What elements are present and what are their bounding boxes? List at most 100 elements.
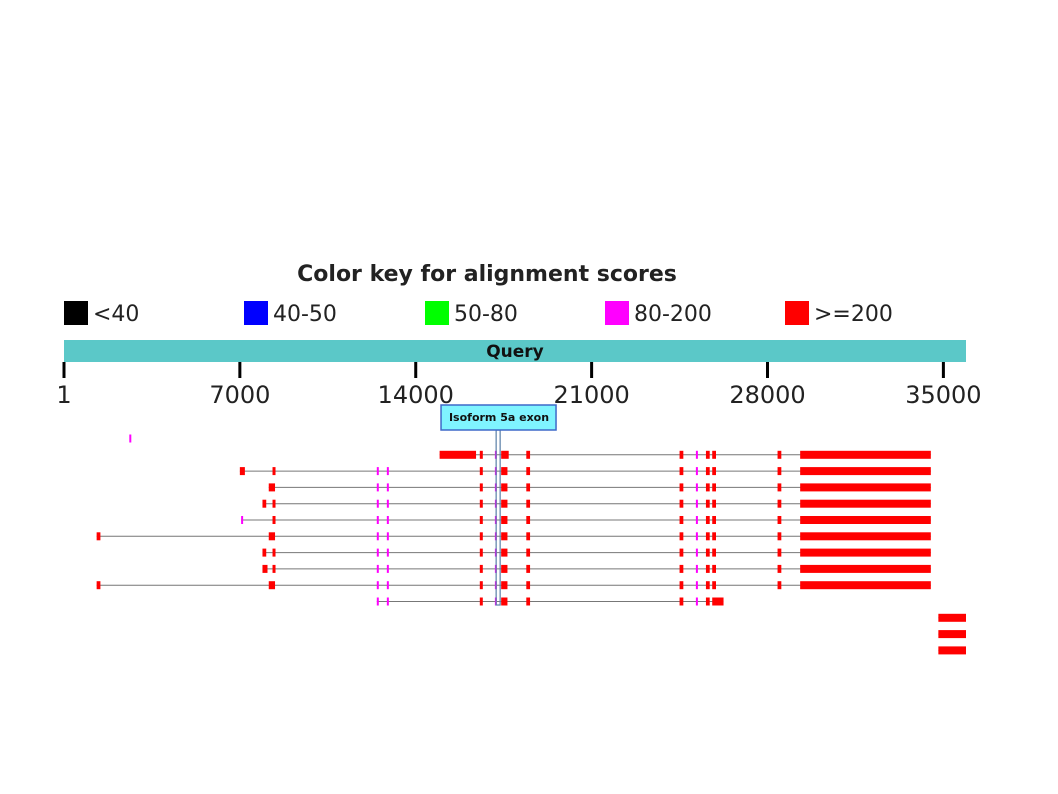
hit-segment xyxy=(679,483,684,492)
hit-segment xyxy=(376,597,379,606)
axis-tick xyxy=(941,362,945,378)
hit-segment xyxy=(501,499,508,508)
hit-segment xyxy=(777,548,782,557)
hit-segment xyxy=(695,532,698,541)
hit-segment xyxy=(479,516,483,524)
hit-segment xyxy=(712,581,716,590)
hit-row xyxy=(262,548,931,557)
hit-row xyxy=(96,532,931,541)
hit-segment xyxy=(526,548,531,557)
annotation-box xyxy=(440,404,557,431)
axis-tick-label: 35000 xyxy=(905,381,981,409)
hit-segment xyxy=(501,532,508,541)
hit-segment xyxy=(938,630,966,639)
hit-segment xyxy=(479,450,483,459)
hit-segment xyxy=(376,516,379,524)
legend-label: >=200 xyxy=(814,302,893,327)
hit-segment xyxy=(679,516,684,524)
hit-segment xyxy=(800,532,931,541)
hit-segment xyxy=(938,613,966,622)
hit-segment xyxy=(239,467,245,476)
hit-segment xyxy=(679,467,684,476)
axis-tick-label: 1 xyxy=(56,381,71,409)
hit-segment xyxy=(526,597,531,606)
hit-segment xyxy=(712,516,716,524)
hit-segment xyxy=(272,548,276,557)
isoform-annotation[interactable]: Isoform 5a exon xyxy=(440,404,557,606)
hit-segment xyxy=(705,467,710,476)
legend-label: 40-50 xyxy=(273,302,337,327)
hit-segment xyxy=(526,581,531,590)
hit-segment xyxy=(129,434,132,443)
x-axis: 1 7000 14000 21000 28000 35000 xyxy=(56,362,982,409)
hit-segment xyxy=(695,499,698,508)
hit-segment xyxy=(777,499,782,508)
hit-segment xyxy=(777,483,782,492)
hit-segment xyxy=(386,467,389,476)
legend-label: 80-200 xyxy=(634,302,712,327)
hit-segment xyxy=(479,548,483,557)
hit-segment xyxy=(705,564,710,573)
hit-segment xyxy=(705,516,710,524)
hit-segment xyxy=(679,450,684,459)
hit-segment xyxy=(501,564,508,573)
hit-row xyxy=(268,483,931,492)
hit-row xyxy=(938,630,966,639)
hit-segment xyxy=(712,483,716,492)
hit-segment xyxy=(479,597,483,606)
legend-swatch xyxy=(785,301,809,325)
hit-segment xyxy=(679,548,684,557)
hit-segment xyxy=(712,450,716,459)
hit-segment xyxy=(386,581,389,590)
hit-segment xyxy=(712,499,716,508)
legend-label: 50-80 xyxy=(454,302,518,327)
hit-segment xyxy=(526,564,531,573)
hit-segment xyxy=(376,483,379,492)
hit-segment xyxy=(712,564,716,573)
hit-segment xyxy=(777,516,782,524)
hit-segment xyxy=(705,581,710,590)
hit-segment xyxy=(479,532,483,541)
hit-segment xyxy=(526,499,531,508)
query-bar[interactable] xyxy=(64,340,966,362)
hit-segment xyxy=(679,499,684,508)
hit-segment xyxy=(386,548,389,557)
hit-segment xyxy=(376,548,379,557)
hit-segment xyxy=(679,581,684,590)
hit-segment xyxy=(777,450,782,459)
axis-tick-label: 7000 xyxy=(209,381,270,409)
axis-tick-label: 28000 xyxy=(729,381,805,409)
hit-segment xyxy=(386,483,389,492)
axis-tick xyxy=(414,362,418,378)
hit-segment xyxy=(386,499,389,508)
hit-segment xyxy=(501,483,508,492)
hit-segment xyxy=(262,548,267,557)
hit-segment xyxy=(712,548,716,557)
hit-segment xyxy=(526,532,531,541)
alignment-hits xyxy=(96,434,966,655)
hit-segment xyxy=(262,499,267,508)
hit-segment xyxy=(479,581,483,590)
hit-row xyxy=(439,450,931,459)
hit-segment xyxy=(501,581,508,590)
hit-segment xyxy=(262,564,268,573)
axis-tick xyxy=(766,362,770,378)
hit-segment xyxy=(526,450,531,459)
hit-segment xyxy=(705,483,710,492)
hit-row xyxy=(262,499,931,508)
color-key-title: Color key for alignment scores xyxy=(297,262,677,287)
hit-segment xyxy=(705,499,710,508)
legend-label: <40 xyxy=(93,302,139,327)
hit-segment xyxy=(526,516,531,524)
hit-segment xyxy=(96,581,101,590)
hit-segment xyxy=(272,499,276,508)
hit-segment xyxy=(479,564,483,573)
hit-segment xyxy=(501,516,508,524)
hit-segment xyxy=(526,467,531,476)
hit-segment xyxy=(272,516,276,524)
hit-segment xyxy=(241,516,244,524)
hit-segment xyxy=(695,564,698,573)
legend-swatch xyxy=(425,301,449,325)
hit-segment xyxy=(386,564,389,573)
hit-row xyxy=(239,467,931,476)
